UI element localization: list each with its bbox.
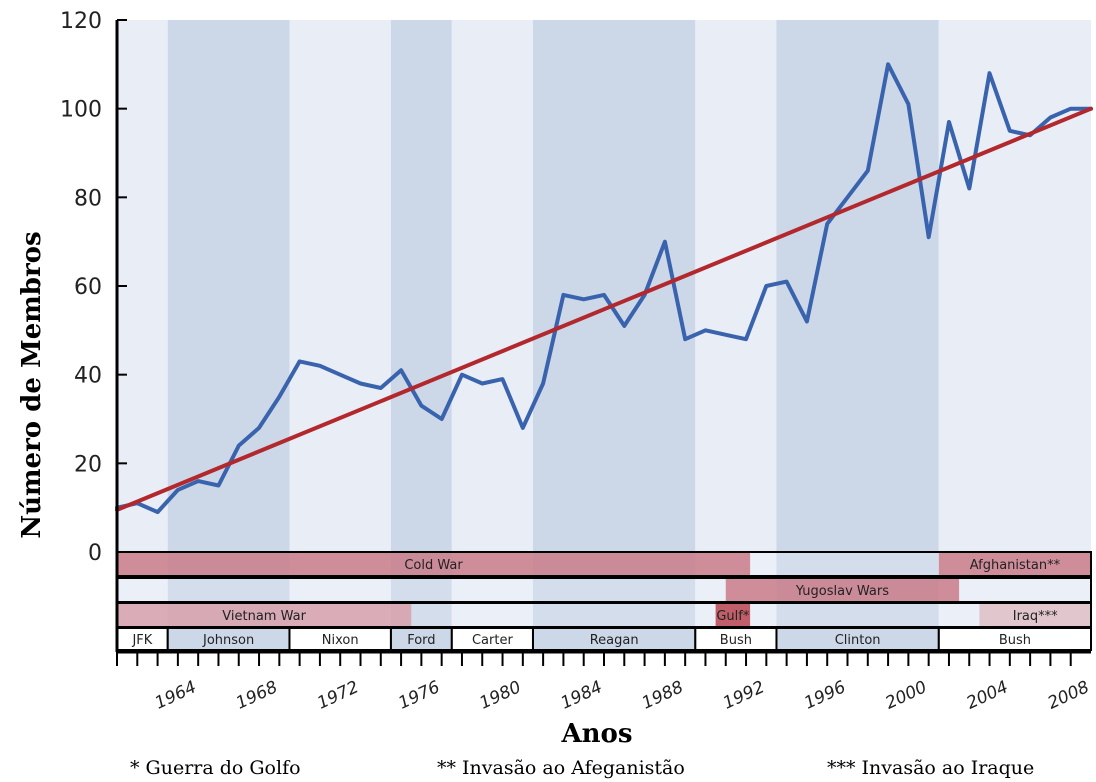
y-tick-label: 100 — [60, 98, 102, 123]
y-tick-label: 40 — [74, 364, 102, 389]
president-label: Carter — [472, 633, 513, 648]
conflict-label: Iraq*** — [1013, 609, 1058, 624]
conflict-bar — [117, 553, 751, 575]
president-label: Clinton — [835, 633, 881, 648]
footnote-iraq: *** Invasão ao Iraque — [827, 757, 1034, 779]
y-axis-ticks: 0 20 40 60 80 100 120 — [60, 9, 127, 566]
conflict-bar — [938, 553, 1091, 575]
y-axis-title: Número de Membros — [17, 231, 47, 538]
y-tick-label: 80 — [74, 186, 102, 211]
x-tick-label: 2008 — [1045, 677, 1093, 713]
conflict-rows: Cold War Afghanistan** Yugoslav Wars Vietna… — [116, 551, 1092, 628]
president-label: JFK — [131, 633, 152, 648]
x-tick-label: 1972 — [314, 677, 362, 713]
conflict-bar — [725, 579, 960, 601]
y-tick-label: 120 — [60, 9, 102, 34]
footnote-afghanistan: ** Invasão ao Afeganistão — [437, 757, 685, 779]
president-label: Johnson — [202, 633, 254, 648]
conflict-bar — [979, 604, 1091, 626]
president-label: Ford — [407, 633, 435, 648]
x-axis-title: Anos — [560, 719, 632, 749]
president-label: Bush — [999, 633, 1031, 648]
conflict-label: Afghanistan** — [970, 558, 1061, 573]
conflict-bar — [117, 604, 412, 626]
president-band — [532, 20, 696, 650]
x-axis-ticks: 1964 1968 1972 1976 1980 1984 1988 1992 1996 2000… — [116, 652, 1093, 714]
x-tick-label: 1980 — [477, 677, 525, 713]
x-tick-label: 2000 — [882, 677, 930, 713]
y-tick-label: 60 — [74, 275, 102, 300]
x-tick-label: 1976 — [395, 677, 443, 713]
conflict-label: Yugoslav Wars — [795, 584, 889, 599]
conflict-label: Gulf* — [716, 609, 750, 624]
president-shading-bands — [117, 20, 1091, 650]
x-tick-label: 1964 — [152, 677, 200, 713]
president-row: JFK Johnson Nixon Ford Carter Reagan Bush Clint… — [116, 627, 1092, 651]
plot-lines — [115, 62, 1093, 515]
x-tick-label: 1992 — [720, 677, 768, 713]
trend-line — [115, 106, 1093, 512]
president-band — [167, 20, 290, 650]
conflict-label: Vietnam War — [222, 609, 306, 624]
series-line — [115, 62, 1093, 515]
president-band — [390, 20, 452, 650]
x-tick-label: 1968 — [233, 677, 281, 713]
x-tick-label: 1988 — [639, 677, 687, 713]
conflict-label: Cold War — [404, 558, 463, 573]
president-cell — [937, 627, 1092, 651]
x-tick-label: 1996 — [801, 677, 849, 713]
footnote-gulf: * Guerra do Golfo — [130, 757, 301, 779]
x-tick-label: 1984 — [558, 677, 606, 713]
president-band — [938, 20, 1091, 650]
president-label: Bush — [720, 633, 752, 648]
president-label: Nixon — [322, 633, 359, 648]
y-tick-label: 0 — [88, 541, 102, 566]
x-tick-label: 2004 — [964, 677, 1012, 713]
y-tick-label: 20 — [74, 452, 102, 477]
president-band — [289, 20, 391, 650]
president-band — [451, 20, 533, 650]
president-band — [117, 20, 168, 650]
conflict-bar — [715, 604, 751, 626]
president-label: Reagan — [590, 633, 639, 648]
